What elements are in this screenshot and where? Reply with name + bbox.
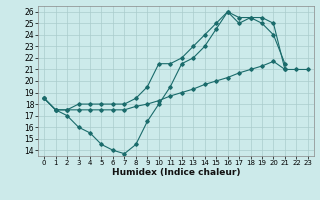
X-axis label: Humidex (Indice chaleur): Humidex (Indice chaleur) <box>112 168 240 177</box>
